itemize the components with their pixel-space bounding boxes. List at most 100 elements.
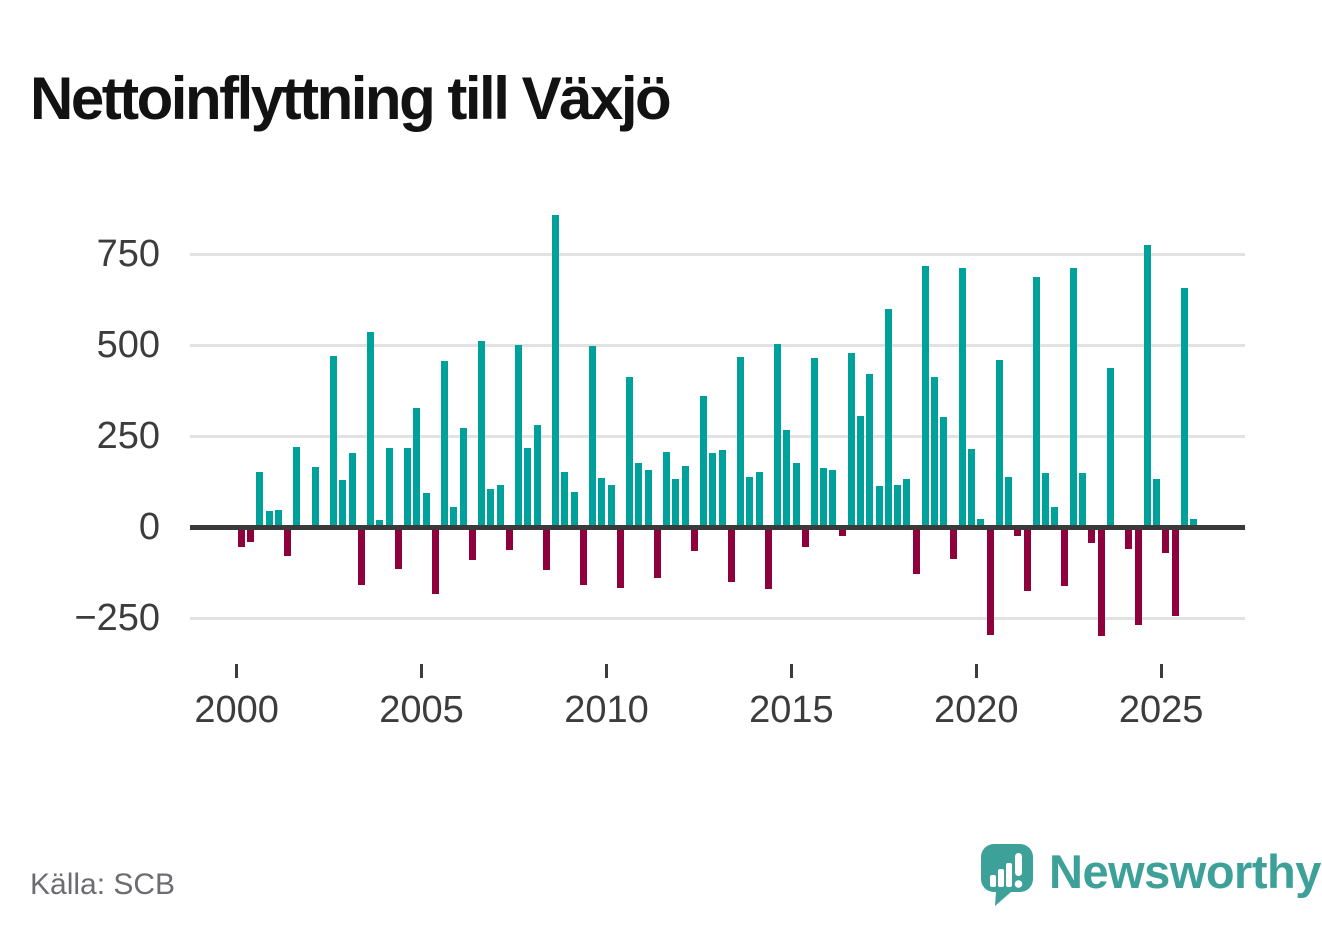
bar-2009-q3 xyxy=(589,346,597,527)
bar-2016-q4 xyxy=(857,415,865,527)
bar-2006-q4 xyxy=(487,489,495,527)
bar-2023-q3 xyxy=(1106,368,1114,527)
bar-2005-q2 xyxy=(431,527,439,595)
bar-2015-q3 xyxy=(810,358,818,527)
bar-2005-q4 xyxy=(450,506,458,527)
bar-2015-q4 xyxy=(820,467,828,527)
bar-2000-q3 xyxy=(256,472,264,527)
bar-2021-q2 xyxy=(1023,527,1031,592)
bar-2008-q1 xyxy=(533,425,541,527)
gridline-250 xyxy=(190,434,1245,438)
bar-2007-q1 xyxy=(496,484,504,527)
newsworthy-speech-bubble-barchart-icon xyxy=(981,844,1033,906)
brand-logo-lockup: Newsworthy xyxy=(981,844,1321,908)
bar-2011-q1 xyxy=(644,469,652,527)
bar-2011-q3 xyxy=(663,452,671,527)
bar-2007-q4 xyxy=(524,448,532,527)
bar-2002-q3 xyxy=(330,356,338,527)
bar-2010-q1 xyxy=(607,485,615,527)
bar-2010-q2 xyxy=(616,527,624,588)
bar-2025-q2 xyxy=(1171,527,1179,617)
bar-2004-q1 xyxy=(385,448,393,527)
bar-2013-q4 xyxy=(746,477,754,527)
bar-2019-q1 xyxy=(940,417,948,527)
y-axis-label-250: 250 xyxy=(96,415,160,457)
bar-2002-q1 xyxy=(311,466,319,527)
bar-2019-q3 xyxy=(958,267,966,527)
bar-2007-q3 xyxy=(515,344,523,527)
x-axis-tick-2015 xyxy=(789,664,793,678)
bar-2016-q2 xyxy=(838,527,846,537)
bar-2019-q2 xyxy=(949,527,957,559)
bar-2005-q3 xyxy=(441,360,449,527)
bar-2000-q2 xyxy=(247,527,255,542)
y-axis-label-500: 500 xyxy=(96,324,160,366)
source-note: Källa: SCB xyxy=(30,868,176,901)
bar-2016-q3 xyxy=(847,353,855,527)
bar-2013-q1 xyxy=(718,450,726,527)
y-axis-label-0: 0 xyxy=(138,506,160,548)
bar-2012-q1 xyxy=(681,465,689,527)
bar-2007-q2 xyxy=(505,527,513,551)
chart-title: Nettoinflyttning till Växjö xyxy=(30,65,672,133)
gridline-750 xyxy=(190,252,1245,256)
bar-2008-q3 xyxy=(552,214,560,527)
bar-2001-q3 xyxy=(293,447,301,527)
bar-2017-q4 xyxy=(894,485,902,527)
bar-2018-q1 xyxy=(903,478,911,527)
bar-2023-q2 xyxy=(1097,527,1105,637)
bar-2021-q3 xyxy=(1032,276,1040,527)
bar-2025-q4 xyxy=(1190,518,1198,527)
gridline-500 xyxy=(190,343,1245,347)
x-axis-label-2020: 2020 xyxy=(933,689,1019,731)
x-axis-tick-2000 xyxy=(235,664,239,678)
bar-2017-q2 xyxy=(875,485,883,527)
bar-2009-q2 xyxy=(579,527,587,586)
bar-2008-q2 xyxy=(542,527,550,570)
bar-2011-q2 xyxy=(653,527,661,578)
bar-2004-q2 xyxy=(394,527,402,569)
x-axis-tick-2025 xyxy=(1159,664,1163,678)
bar-2000-q1 xyxy=(237,527,245,548)
bar-2022-q2 xyxy=(1060,527,1068,586)
y-axis-label-750: 750 xyxy=(96,233,160,275)
bar-2024-q3 xyxy=(1143,244,1151,527)
bar-2020-q3 xyxy=(995,359,1003,527)
x-axis-label-2000: 2000 xyxy=(194,689,279,731)
x-axis-tick-2020 xyxy=(974,664,978,678)
bar-2022-q1 xyxy=(1051,506,1059,527)
bar-2015-q1 xyxy=(792,462,800,527)
bar-2010-q4 xyxy=(635,462,643,527)
bar-2014-q3 xyxy=(774,343,781,527)
bar-2017-q3 xyxy=(884,309,892,527)
bar-2002-q4 xyxy=(339,479,347,527)
x-axis-label-2015: 2015 xyxy=(749,689,834,731)
bar-2001-q1 xyxy=(274,509,282,527)
bar-2022-q3 xyxy=(1069,267,1077,527)
bar-2004-q4 xyxy=(413,407,421,527)
bar-2006-q1 xyxy=(459,427,467,527)
bar-2001-q2 xyxy=(284,527,292,557)
bar-2004-q3 xyxy=(404,447,412,527)
x-axis-tick-2010 xyxy=(604,664,608,678)
bar-2009-q1 xyxy=(570,492,578,527)
bar-2012-q3 xyxy=(700,396,708,527)
bar-2006-q3 xyxy=(478,340,486,527)
bar-2011-q4 xyxy=(672,479,680,527)
x-axis-line xyxy=(190,524,1245,530)
brand-name: Newsworthy xyxy=(1049,845,1321,898)
bar-2024-q1 xyxy=(1125,527,1133,549)
gridline--250 xyxy=(190,616,1245,620)
bar-2018-q2 xyxy=(912,527,920,575)
x-axis-label-2025: 2025 xyxy=(1118,689,1204,731)
bar-2014-q4 xyxy=(783,429,791,527)
bar-2025-q1 xyxy=(1162,527,1170,553)
bar-2024-q2 xyxy=(1134,527,1142,626)
bar-2024-q4 xyxy=(1153,479,1161,527)
bar-2014-q1 xyxy=(755,471,763,527)
bar-2006-q2 xyxy=(468,527,476,561)
x-axis-label-2010: 2010 xyxy=(564,689,649,731)
bar-2019-q4 xyxy=(968,449,976,527)
bar-2016-q1 xyxy=(829,469,837,527)
